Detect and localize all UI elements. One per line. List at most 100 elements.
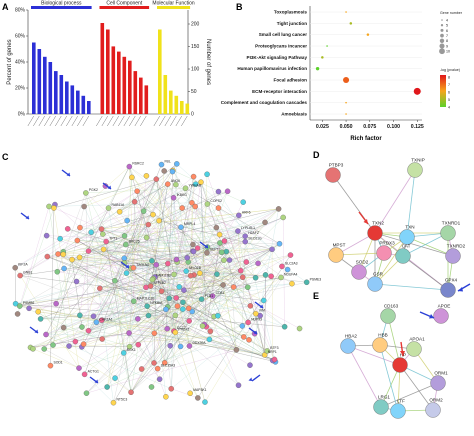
- network-c-edge: [173, 330, 275, 360]
- network-c-node: [50, 342, 56, 348]
- chart-a-legend-swatch: [99, 6, 150, 9]
- network-c-node: [260, 297, 267, 304]
- network-c-node: [221, 257, 227, 263]
- chart-a-category-label: [27, 115, 35, 127]
- chart-b-category-label: Tight junction: [277, 21, 307, 26]
- network-c-edge: [123, 251, 227, 354]
- network-c-node: [163, 394, 169, 400]
- network-c-node: [204, 171, 210, 178]
- network-c-edge: [176, 277, 282, 299]
- network-e-edge: [347, 345, 401, 366]
- network-c-edge: [83, 295, 213, 345]
- network-c-node: [296, 325, 303, 332]
- network-c-edge: [153, 264, 157, 363]
- network-d-node: [328, 247, 344, 263]
- chart-a-y2tick-label: 150: [191, 44, 200, 50]
- network-c-edge: [173, 197, 190, 321]
- network-c-node-label: NRP1: [268, 350, 277, 354]
- network-c-edge: [96, 179, 157, 323]
- chart-b-size-legend-label: 7: [446, 34, 448, 38]
- network-c-node: [97, 285, 103, 292]
- network-c-node-label: SEPT7: [210, 248, 221, 252]
- chart-b-category-label: Human papillomavirus infection: [237, 66, 307, 71]
- network-e-node-label: CD163: [384, 304, 399, 309]
- network-c-edge: [158, 220, 273, 250]
- network-c-node: [153, 262, 160, 268]
- chart-b-category-label: Amoebiasis: [281, 112, 307, 117]
- network-c-node: [189, 308, 195, 315]
- network-c-edge: [91, 230, 238, 233]
- network-c-node: [81, 371, 88, 378]
- network-c-edge: [129, 302, 184, 347]
- network-d-edge: [406, 169, 416, 238]
- network-c-edge: [237, 231, 241, 271]
- network-c-node: [269, 246, 275, 253]
- network-c-node-label: PLD1: [205, 294, 214, 298]
- chart-a-bar: [70, 85, 75, 114]
- network-c-edge: [55, 166, 130, 304]
- network-c-node: [17, 272, 23, 279]
- network-c-node: [218, 249, 225, 255]
- network-c-edge: [177, 208, 279, 307]
- network-c-edge: [67, 228, 178, 263]
- network-c-edge: [44, 163, 177, 350]
- network-c-node: [276, 241, 283, 247]
- network-c-node: [221, 238, 228, 244]
- network-c-node: [37, 316, 44, 322]
- network-c-edge: [167, 184, 265, 356]
- chart-b-color-legend-label: 4: [448, 105, 450, 109]
- network-c-edge: [177, 261, 248, 288]
- chart-a-bar: [32, 42, 36, 114]
- network-c-node: [83, 190, 89, 196]
- network-c-node-label: RSRC2: [132, 162, 144, 166]
- network-c-node: [275, 206, 282, 212]
- network-c-node: [179, 205, 185, 211]
- network-d-node: [445, 248, 461, 264]
- chart-a-category-labels: [27, 115, 188, 127]
- network-c-edge: [102, 233, 243, 278]
- network-c-node: [100, 246, 107, 253]
- chart-a-ytick-label: 0%: [18, 112, 26, 118]
- chart-a-bar: [122, 56, 127, 114]
- network-d-node-label: TXN: [405, 225, 414, 230]
- network-c-node: [143, 284, 149, 291]
- network-c-node: [165, 260, 171, 267]
- network-c-edge: [101, 228, 168, 264]
- network-c-node: [98, 317, 105, 323]
- network-c-edge: [201, 174, 208, 300]
- network-c-edge: [106, 207, 183, 242]
- network-c-node: [79, 324, 85, 330]
- chart-a-category-label: [170, 115, 177, 127]
- network-c-node-label: NT5C3: [116, 398, 127, 402]
- network-c-node: [54, 268, 61, 275]
- network-c-arrow-head: [94, 379, 98, 383]
- network-c-edge: [55, 259, 73, 304]
- network-c-node: [202, 399, 208, 405]
- network-c-node-label: FBL: [164, 160, 170, 164]
- network-c-edge: [106, 211, 144, 388]
- network-c-edge: [19, 305, 210, 340]
- network-c-arrow-head: [25, 215, 29, 219]
- network-c-node: [174, 161, 180, 167]
- network-c-edge: [193, 248, 198, 275]
- network-c-node: [121, 233, 128, 239]
- network-c-node: [148, 384, 155, 390]
- network-c-node: [238, 267, 244, 274]
- network-c-edge: [206, 252, 234, 288]
- network-c-edge: [271, 249, 288, 270]
- network-c-node: [261, 352, 268, 358]
- network-e-edge: [379, 344, 399, 412]
- network-c-node-label: TAGLN2: [136, 263, 149, 267]
- network-c-node-label: DDX39A: [192, 341, 206, 345]
- network-c-node: [253, 310, 259, 317]
- network-c-node-label: PSMB6: [23, 301, 35, 305]
- network-c-edge: [255, 313, 265, 355]
- network-d-node-label: CAT: [402, 244, 411, 249]
- network-c-edge: [204, 349, 237, 403]
- chart-a-bar: [100, 23, 105, 114]
- network-c-node-label: H2AFZ: [248, 231, 259, 235]
- network-e-node: [372, 337, 388, 353]
- network-d-node: [325, 167, 341, 183]
- chart-a-bar: [174, 95, 179, 114]
- network-c-edge: [192, 284, 224, 312]
